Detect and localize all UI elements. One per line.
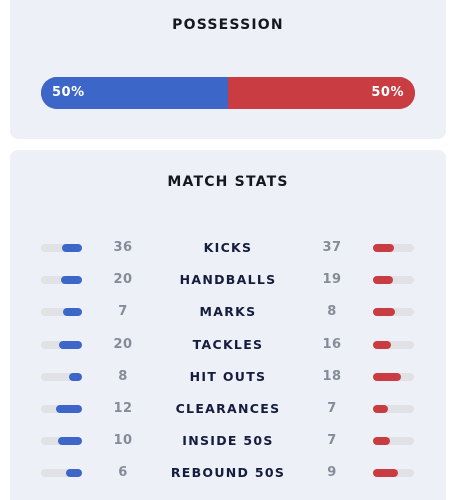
home-stat-bar-fill: [62, 308, 82, 317]
away-stat-value: 37: [322, 240, 342, 255]
away-stat-value: 8: [327, 304, 337, 320]
away-stat-value: 18: [322, 368, 342, 384]
stat-row: 7 MARKS 8: [10, 297, 446, 329]
home-stat-bar-fill: [56, 404, 82, 413]
possession-away-fill: 50%: [228, 77, 415, 109]
away-stat-bar-fill: [373, 372, 402, 381]
home-stat-value: 20: [113, 336, 133, 352]
away-stat-bar: [373, 437, 414, 446]
home-stat-bar-fill: [65, 469, 82, 478]
away-stat-bar-fill: [373, 276, 393, 285]
match-stats-card: MATCH STATS 36 KICKS 37 20 HANDBALLS 19 7 MARKS…: [10, 150, 446, 500]
possession-home-label: 50%: [52, 85, 85, 100]
stat-row: 6 REBOUND 50S 9: [10, 458, 446, 490]
stat-label: INSIDE 50S: [182, 433, 274, 449]
home-stat-bar: [41, 469, 82, 478]
home-stat-value: 7: [118, 304, 128, 320]
home-stat-value: 12: [113, 400, 133, 416]
stat-label: CLEARANCES: [175, 400, 281, 416]
away-stat-bar-fill: [373, 404, 389, 413]
stat-label: HIT OUTS: [189, 368, 267, 384]
possession-away-label: 50%: [371, 85, 404, 100]
home-stat-value: 6: [118, 465, 128, 481]
away-stat-bar-fill: [373, 437, 390, 446]
away-stat-value: 16: [322, 336, 342, 352]
home-stat-bar-fill: [57, 437, 82, 446]
away-stat-bar: [373, 404, 414, 413]
away-stat-bar: [373, 308, 414, 317]
home-stat-bar: [41, 308, 82, 317]
possession-bar: 50% 50%: [41, 77, 415, 109]
stat-row: 20 TACKLES 16: [10, 330, 446, 362]
home-stat-bar: [41, 437, 82, 446]
away-stat-value: 7: [327, 400, 337, 416]
away-stat-bar-fill: [373, 340, 392, 349]
home-stat-bar: [41, 244, 82, 252]
home-stat-value: 20: [113, 272, 133, 288]
home-stat-value: 36: [113, 240, 133, 255]
match-stats-title: MATCH STATS: [167, 174, 289, 190]
away-stat-value: 7: [327, 433, 337, 449]
stat-label: KICKS: [203, 240, 253, 255]
home-stat-bar-fill: [61, 244, 82, 252]
away-stat-bar: [373, 244, 414, 252]
home-stat-bar: [41, 404, 82, 413]
home-stat-bar-fill: [60, 276, 82, 285]
match-stats-list: 36 KICKS 37 20 HANDBALLS 19 7 MARKS 8 20 TACKLES 16…: [10, 233, 446, 491]
away-stat-bar: [373, 276, 414, 285]
away-stat-bar: [373, 469, 414, 478]
possession-home-fill: 50%: [41, 77, 228, 109]
possession-card: POSSESSION 50% 50%: [10, 0, 446, 139]
stat-row: 8 HIT OUTS 18: [10, 362, 446, 394]
stat-row: 10 INSIDE 50S 7: [10, 426, 446, 458]
stat-label: MARKS: [199, 304, 257, 320]
stat-row: 12 CLEARANCES 7: [10, 394, 446, 426]
away-stat-value: 19: [322, 272, 342, 288]
home-stat-bar-fill: [59, 340, 82, 349]
away-stat-value: 9: [327, 465, 337, 481]
home-stat-bar-fill: [69, 372, 82, 381]
away-stat-bar: [373, 340, 414, 349]
away-stat-bar: [373, 372, 414, 381]
home-stat-value: 8: [118, 368, 128, 384]
home-stat-bar: [41, 276, 82, 285]
away-stat-bar-fill: [373, 244, 394, 252]
stat-row: 36 KICKS 37: [10, 233, 446, 265]
away-stat-bar-fill: [373, 469, 398, 478]
stat-row: 20 HANDBALLS 19: [10, 265, 446, 297]
stat-label: HANDBALLS: [179, 272, 277, 288]
home-stat-bar: [41, 372, 82, 381]
away-stat-bar-fill: [373, 308, 395, 317]
stat-label: TACKLES: [192, 336, 264, 352]
possession-title: POSSESSION: [172, 17, 284, 33]
home-stat-bar: [41, 340, 82, 349]
stat-label: REBOUND 50S: [170, 465, 286, 481]
home-stat-value: 10: [113, 433, 133, 449]
